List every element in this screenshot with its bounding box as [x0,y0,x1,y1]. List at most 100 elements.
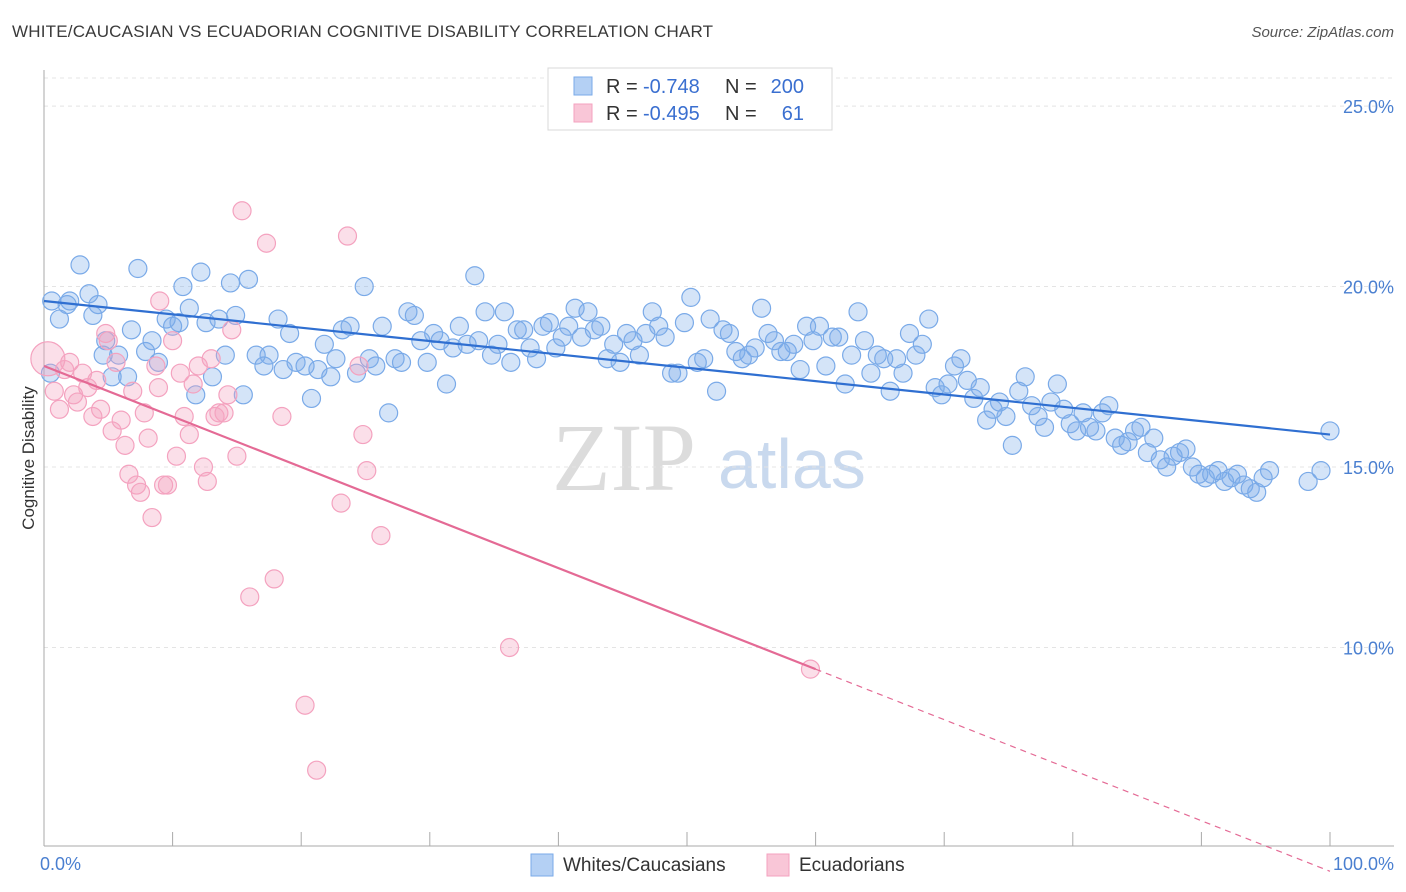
ecuadorians-point [209,403,229,423]
whites-point [1028,406,1048,427]
whites-point [732,349,752,369]
whites-point [254,356,274,376]
whites-point [1157,457,1177,477]
whites-point [713,320,733,340]
ecuadorians-point [179,424,199,445]
whites-point [280,323,300,344]
whites-point [1112,435,1132,455]
whites-point [649,316,669,336]
ecuadorians-point [307,760,327,780]
whites-point [169,313,189,333]
whites-point [533,316,553,336]
whites-point [919,309,939,329]
ecuadorians-point [111,410,131,430]
ecuadorians-trend-line [43,364,817,671]
whites-point [880,381,900,401]
ecuadorians-point [146,356,166,376]
whites-point [854,331,875,351]
whites-point [346,363,367,383]
whites-point [938,374,958,394]
ecuadorians-point [193,457,214,477]
whites-point [117,367,138,387]
bottom-legend-label-whites: Whites/Caucasians [563,855,726,876]
whites-point [514,320,534,340]
whites-point [552,327,572,347]
ecuadorians-point [227,446,247,466]
bottom-legend-label-ecuadorians: Ecuadorians [799,855,905,876]
whites-point [385,349,405,369]
whites-point [944,356,965,376]
whites-point [449,316,469,336]
trend-lines [43,299,1331,872]
whites-point [719,323,740,344]
whites-point [1298,471,1318,492]
whites-point [354,276,374,297]
whites-point [977,410,997,430]
whites-point [616,323,637,344]
legend-n-value-1: 200 [771,76,804,98]
whites-point [1086,421,1106,441]
ecuadorians-point [337,226,358,246]
x-ticks [43,832,1331,846]
ecuadorians-point [119,464,139,484]
whites-point [507,320,527,340]
whites-point [681,287,701,307]
legend-r-label-2: R = [606,103,638,125]
whites-point [751,298,772,318]
whites-point [163,316,183,336]
ecuadorians-point [134,403,154,423]
whites-point [1118,432,1138,452]
ecuadorians-point [295,695,315,715]
whites-point [1034,417,1055,437]
whites-point [102,367,122,387]
whites-point [912,334,932,354]
whites-point [135,341,156,362]
y-tick-labels: 25.0% 20.0% 15.0% 10.0% [1343,97,1394,658]
whites-point [655,327,675,347]
whites-point [1047,374,1067,394]
y-tick-label-0: 25.0% [1343,97,1394,117]
whites-point [259,345,279,365]
whites-point [764,331,785,351]
legend-n-label-1: N = [725,76,757,98]
bottom-legend-swatch-whites [530,853,554,877]
whites-point [488,334,508,354]
whites-point [604,334,624,354]
whites-point [173,276,193,297]
whites-point [1182,457,1202,477]
whites-point [951,349,971,369]
whites-point [238,269,259,289]
whites-point [816,356,836,376]
bottom-legend-swatch-ecuadorians [766,853,790,877]
ecuadorians-point [256,233,277,253]
ecuadorians-point [138,428,158,448]
whites-point [268,309,288,329]
ecuadorians-point [331,493,351,513]
whites-point [777,341,797,362]
whites-point [148,352,169,372]
whites-point [417,352,437,372]
x-tick-label-left: 0.0% [40,854,81,874]
ecuadorians-point [349,356,369,376]
whites-point [706,381,727,401]
whites-point [687,352,707,372]
ecuadorians-point [60,352,80,372]
whites-point [899,323,920,344]
whites-point [739,345,759,365]
ecuadorians-point [214,403,234,423]
legend-swatch-ecuadorians [573,103,593,123]
ecuadorians-point [353,424,373,445]
whites-point [501,352,521,372]
ecuadorians-point [240,587,260,607]
whites-point [366,356,386,376]
whites-point [1060,414,1080,434]
chart-source: Source: ZipAtlas.com [1251,24,1394,41]
whites-point [970,378,990,398]
whites-point [359,349,379,369]
whites-point [674,313,695,333]
whites-point [700,309,720,329]
ecuadorians-point [98,331,118,351]
whites-trend-line [43,299,1331,436]
legend-r-value-2: -0.495 [643,103,700,125]
